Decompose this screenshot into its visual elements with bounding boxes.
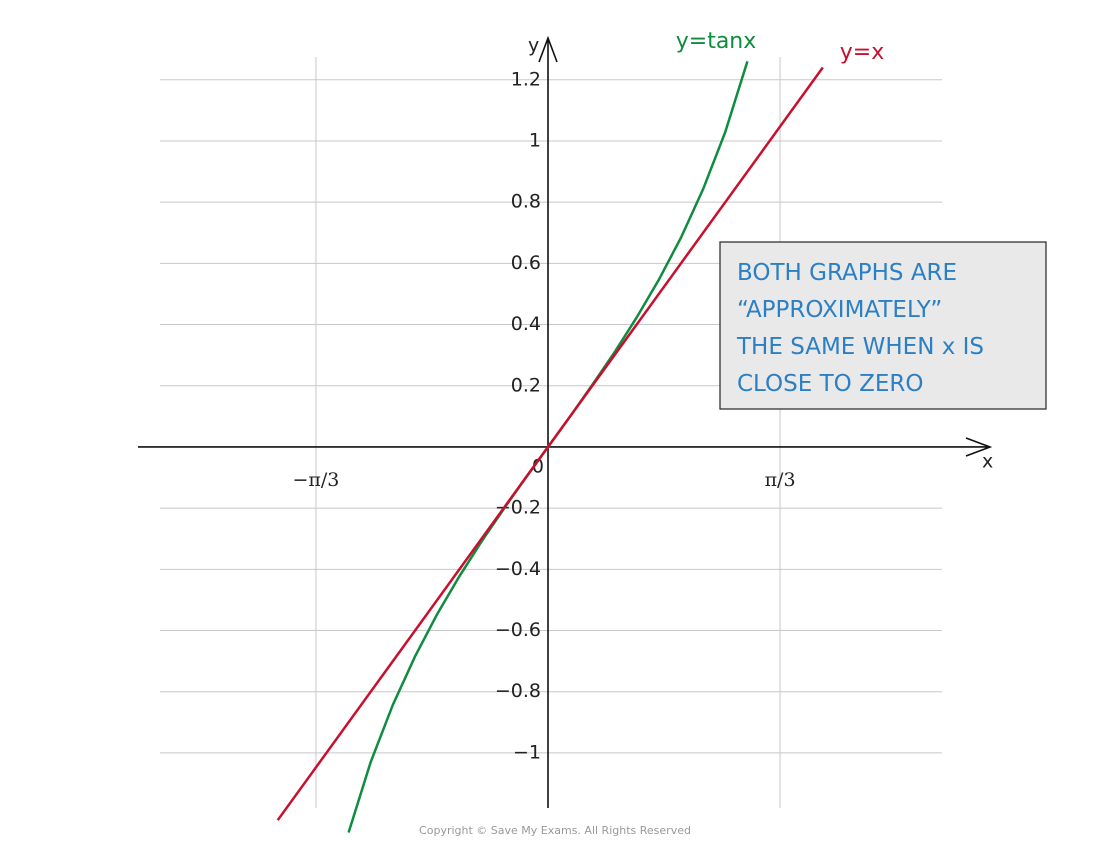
y-axis — [538, 35, 558, 808]
copyright: Copyright © Save My Exams. All Rights Re… — [419, 824, 691, 837]
annotation-line: CLOSE TO ZERO — [737, 371, 923, 397]
series-line — [276, 66, 824, 821]
y-tick-label: 0.4 — [511, 313, 541, 335]
y-axis-label: y — [528, 35, 539, 57]
y-tick-label: 0.6 — [511, 252, 541, 274]
y-tick-label: −0.8 — [495, 680, 541, 702]
y-tick-label: −0.2 — [495, 497, 541, 519]
y-tick-label: 0.2 — [511, 374, 541, 396]
x-axis — [138, 437, 993, 457]
y-tick-label: −0.4 — [495, 558, 541, 580]
y-tick-label: 1.2 — [511, 68, 541, 90]
series-label: y=x — [840, 40, 884, 65]
x-tick-label: −π/3 — [293, 469, 340, 491]
annotation-line: “APPROXIMATELY” — [737, 297, 942, 323]
x-tick-label: π/3 — [765, 469, 796, 491]
y-tick-label: −1 — [513, 741, 541, 763]
y-tick-label: 0 — [532, 455, 544, 477]
annotation-line: THE SAME WHEN x IS — [736, 334, 984, 360]
series-label: y=tanx — [676, 29, 757, 54]
y-tick-label: 1 — [529, 129, 541, 151]
annotation-line: BOTH GRAPHS ARE — [737, 260, 957, 286]
y-tick-label: 0.8 — [511, 191, 541, 213]
y-tick-label: −0.6 — [495, 619, 541, 641]
x-axis-label: x — [982, 451, 993, 473]
annotation-box — [719, 241, 1047, 410]
